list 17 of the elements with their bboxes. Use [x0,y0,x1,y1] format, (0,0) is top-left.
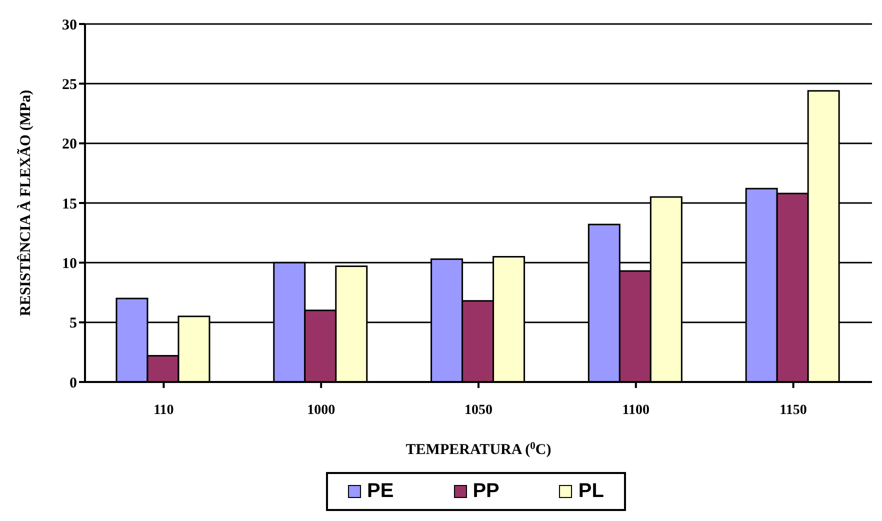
y-tick-label: 20 [62,136,77,153]
x-tick-label: 110 [154,402,174,418]
y-tick-label: 15 [62,196,77,212]
legend-label: PE [366,480,394,503]
y-axis-title: RESISTÊNCIA À FLEXÃO (MPa) [16,90,34,316]
legend-label: PL [577,480,604,503]
x-tick-label: 1000 [307,402,336,418]
y-tick-label: 10 [62,256,77,272]
x-axis-title: TEMPERATURA ($^{0}$C) [406,440,552,458]
x-tick-label: 1100 [622,402,650,418]
legend-label: PP [472,480,500,503]
y-tick-label: 25 [62,76,77,93]
y-tick-label: 0 [70,375,77,392]
y-tick-label: 30 [62,17,77,34]
x-tick-label: 1150 [780,402,807,418]
y-tick-label: 5 [70,316,77,332]
x-tick-label: 1050 [464,402,492,418]
